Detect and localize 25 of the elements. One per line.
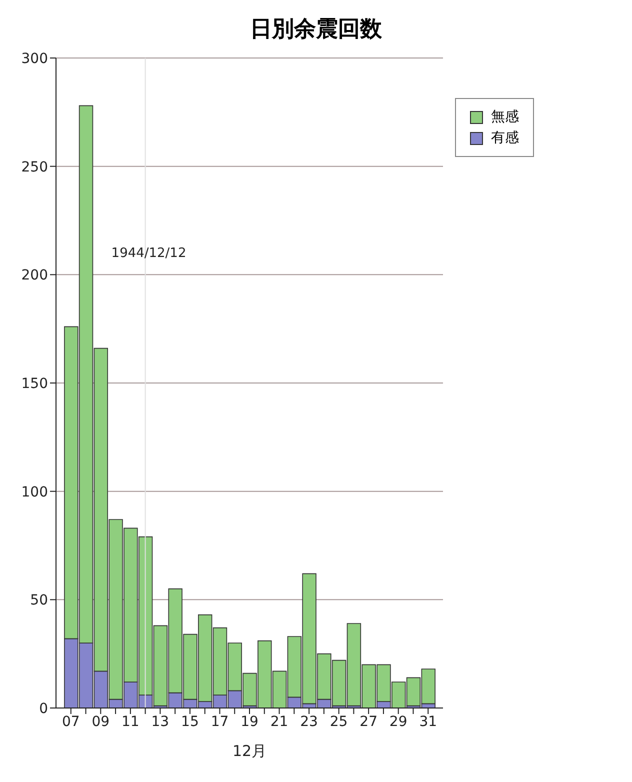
x-tick-label: 19 <box>240 714 258 730</box>
x-tick-label: 13 <box>151 714 170 730</box>
x-tick-label: 25 <box>330 714 348 730</box>
chart-title: 日別余震回数 <box>249 16 383 42</box>
x-tick-label: 27 <box>360 714 378 730</box>
y-tick-label: 100 <box>21 484 48 500</box>
legend-label: 有感 <box>491 129 519 147</box>
y-tick-label: 50 <box>30 592 48 609</box>
x-tick-label: 17 <box>210 714 229 730</box>
x-tick-label: 29 <box>389 714 408 730</box>
x-tick-label: 07 <box>62 714 80 730</box>
x-tick-label: 23 <box>300 714 318 730</box>
x-tick-label: 09 <box>92 714 110 730</box>
legend-label: 無感 <box>491 108 519 126</box>
y-tick-label: 300 <box>21 50 48 67</box>
ref-line-label: 1944/12/12 <box>111 246 186 262</box>
x-axis-title: 12月 <box>232 742 267 760</box>
y-tick-label: 200 <box>21 268 48 284</box>
x-tick-label: 11 <box>122 714 140 730</box>
x-tick-label: 15 <box>181 714 199 730</box>
y-tick-label: 250 <box>21 159 48 176</box>
x-tick-label: 21 <box>270 714 288 730</box>
x-tick-label: 31 <box>419 714 438 730</box>
y-tick-label: 150 <box>21 376 48 392</box>
y-tick-label: 0 <box>39 700 48 717</box>
